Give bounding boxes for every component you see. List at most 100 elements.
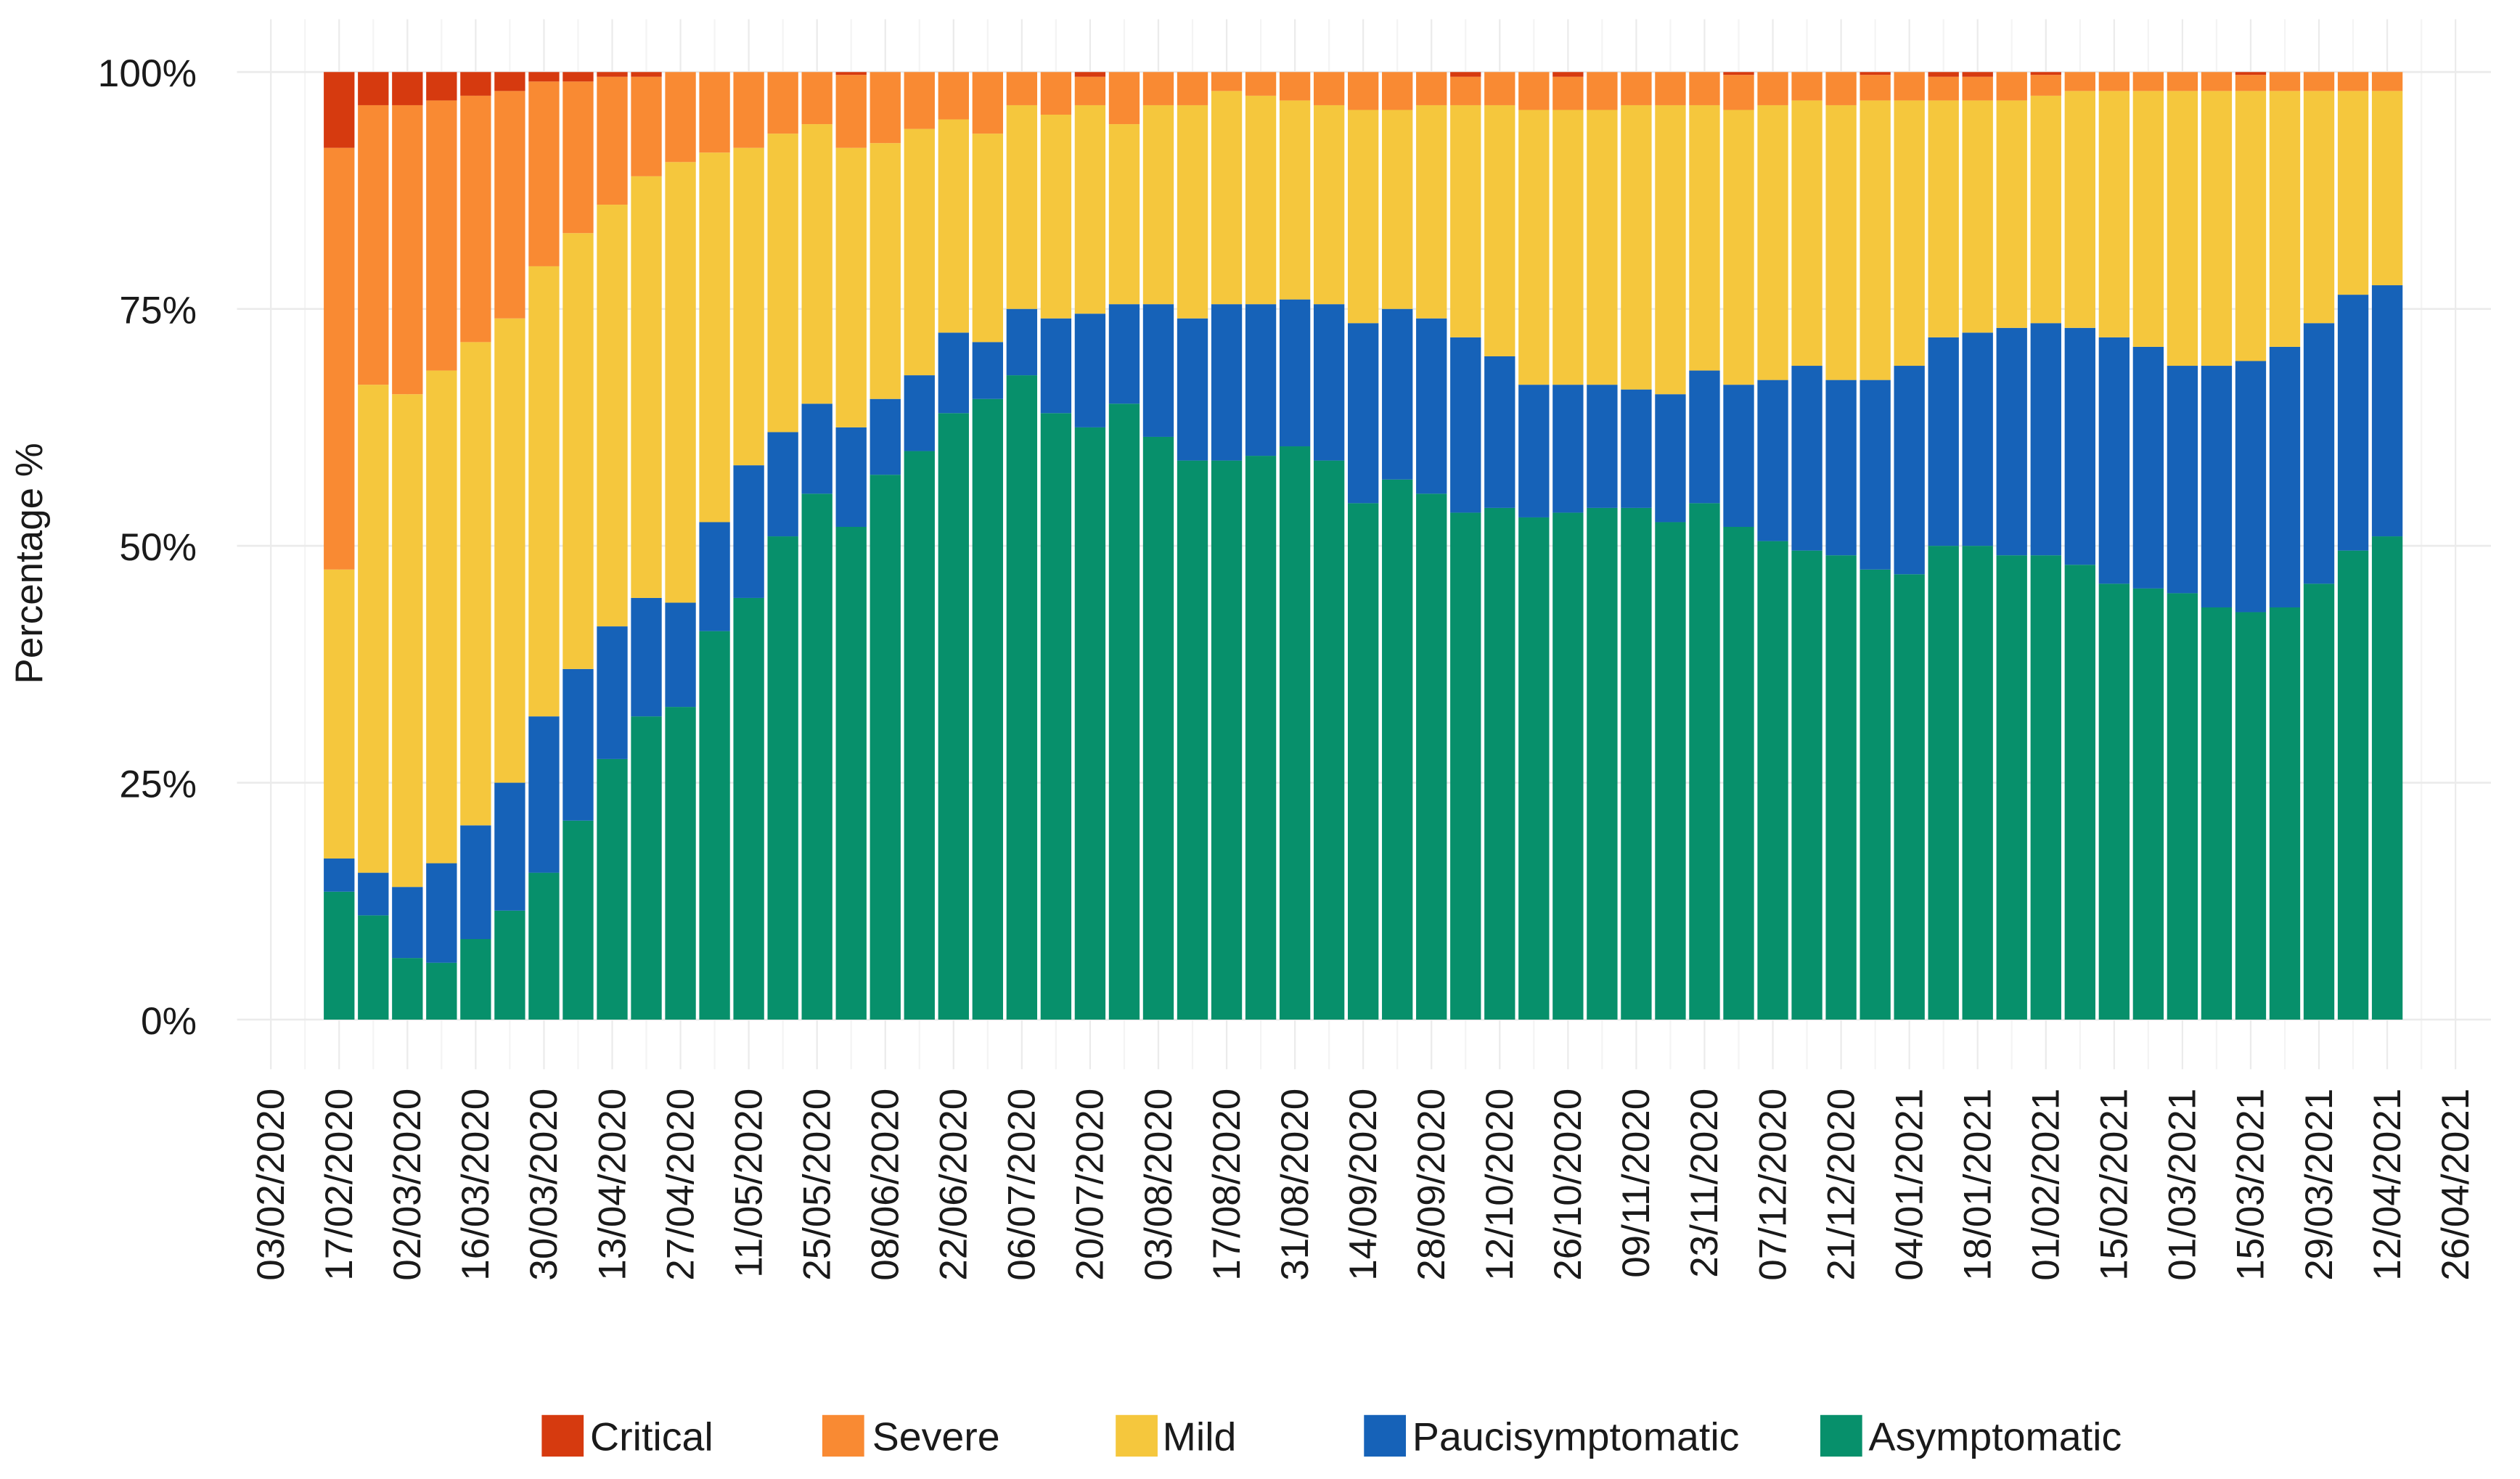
bar-segment	[1723, 75, 1754, 110]
bar-segment	[767, 536, 798, 1020]
bar-segment	[1757, 72, 1788, 105]
bar-segment	[2235, 72, 2267, 75]
bar-segment	[1006, 375, 1038, 1020]
bar-segment	[1450, 512, 1481, 1020]
y-tick-label: 0%	[141, 1000, 197, 1043]
bar-segment	[1689, 503, 1720, 1020]
bar-segment	[2269, 91, 2301, 347]
bar-segment	[562, 820, 594, 1020]
bar-segment	[1723, 527, 1754, 1020]
bar-segment	[699, 152, 730, 523]
bar-segment	[1279, 100, 1311, 300]
bar-segment	[2337, 72, 2369, 91]
bar-segment	[324, 891, 355, 1020]
bar-segment	[2132, 588, 2164, 1020]
x-tick-label: 11/05/2020	[727, 1089, 770, 1278]
bar-segment	[2132, 91, 2164, 347]
bar-segment	[1655, 72, 1686, 105]
bar-segment	[870, 398, 901, 475]
bar-segment	[597, 72, 628, 77]
bar-segment	[426, 100, 457, 371]
x-tick-label: 15/02/2021	[2092, 1089, 2135, 1281]
bar-segment	[460, 938, 491, 1020]
bar-segment	[1689, 370, 1720, 504]
bar-segment	[1040, 413, 1072, 1020]
x-tick-label: 22/06/2020	[932, 1089, 975, 1281]
bar-segment	[1040, 318, 1072, 414]
bar-segment	[1552, 110, 1584, 385]
bar-segment	[801, 72, 832, 125]
bar-segment	[426, 863, 457, 963]
x-tick-label: 29/03/2021	[2298, 1089, 2341, 1281]
bar-segment	[631, 76, 662, 176]
bar-segment	[1587, 110, 1618, 385]
bar-segment	[1211, 72, 1243, 91]
bar-segment	[460, 95, 491, 343]
bar-segment	[1108, 124, 1140, 305]
bar-segment	[835, 527, 867, 1020]
bar-segment	[392, 958, 423, 1020]
bar-segment	[2098, 337, 2130, 584]
bar-segment	[2201, 91, 2233, 366]
bar-segment	[324, 147, 355, 570]
bar-segment	[1245, 72, 1277, 96]
bar-segment	[324, 72, 355, 148]
bar-segment	[528, 872, 560, 1020]
x-tick-label: 23/11/2020	[1683, 1089, 1726, 1278]
bar-segment	[1518, 517, 1550, 1020]
bar-segment	[1416, 72, 1447, 105]
bar-segment	[631, 72, 662, 77]
bar-segment	[2167, 72, 2198, 91]
bar-segment	[1313, 72, 1345, 105]
bar-segment	[1552, 512, 1584, 1020]
bar-segment	[631, 597, 662, 717]
x-tick-label: 20/07/2020	[1069, 1089, 1112, 1281]
bar-segment	[1177, 318, 1208, 461]
bar-segment	[392, 72, 423, 105]
bar-segment	[426, 370, 457, 864]
bar-segment	[665, 602, 696, 708]
bar-segment	[2235, 361, 2267, 613]
x-tick-label: 14/09/2020	[1342, 1089, 1385, 1281]
bar-segment	[1962, 100, 1993, 333]
bar-segment	[1655, 522, 1686, 1020]
bar-segment	[1655, 105, 1686, 395]
bar-segment	[665, 707, 696, 1020]
x-tick-label: 12/04/2021	[2366, 1089, 2409, 1281]
bar-segment	[904, 72, 935, 129]
bar-segment	[1074, 105, 1106, 314]
bar-segment	[665, 72, 696, 163]
bar-segment	[1723, 385, 1754, 528]
bar-segment	[1382, 479, 1413, 1020]
bar-segment	[1177, 460, 1208, 1020]
bar-segment	[2098, 91, 2130, 337]
x-tick-label: 07/12/2020	[1751, 1089, 1794, 1281]
bar-segment	[801, 493, 832, 1020]
bar-segment	[631, 716, 662, 1020]
bar-segment	[767, 134, 798, 433]
bar-segment	[1928, 100, 1959, 337]
bar-segment	[1382, 110, 1413, 309]
bar-segment	[2030, 75, 2061, 96]
bar-segment	[1245, 456, 1277, 1020]
bar-segment	[2235, 75, 2267, 91]
bar-segment	[324, 569, 355, 859]
bar-segment	[1074, 72, 1106, 77]
bar-segment	[1552, 385, 1584, 513]
bar-segment	[1245, 95, 1277, 305]
bar-segment	[1348, 323, 1379, 504]
bar-segment	[2064, 91, 2095, 328]
bar-segment	[324, 859, 355, 892]
bar-segment	[801, 124, 832, 404]
bar-segment	[2132, 346, 2164, 589]
legend-label: Critical	[590, 1414, 713, 1459]
bar-segment	[767, 72, 798, 134]
bar-segment	[1074, 427, 1106, 1020]
bar-segment	[597, 758, 628, 1020]
bar-segment	[1894, 72, 1925, 101]
bar-segment	[972, 134, 1003, 343]
bar-segment	[1928, 337, 1959, 546]
x-tick-label: 12/10/2020	[1478, 1089, 1521, 1281]
bar-segment	[426, 962, 457, 1020]
x-tick-label: 21/12/2020	[1820, 1089, 1862, 1281]
